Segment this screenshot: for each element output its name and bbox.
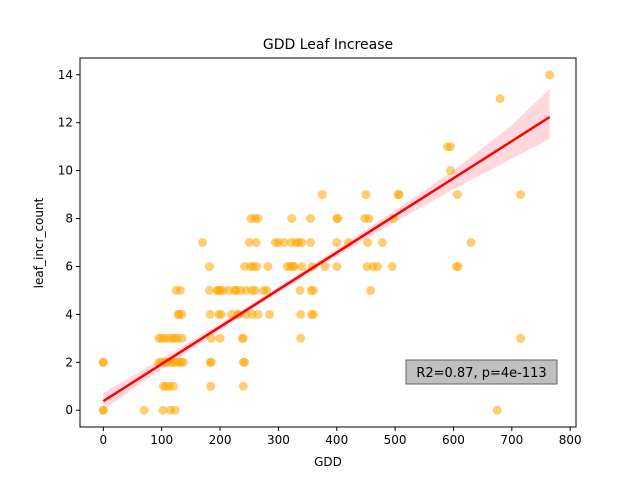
y-tick-label: 14	[58, 68, 73, 82]
data-point	[177, 333, 187, 343]
data-point	[205, 285, 214, 295]
data-point	[289, 262, 299, 271]
data-point	[295, 285, 305, 295]
data-point	[175, 285, 185, 295]
data-point	[205, 309, 215, 319]
regression-line	[102, 115, 551, 403]
data-point	[495, 94, 505, 104]
data-point	[244, 238, 254, 247]
regression-line-layer	[102, 115, 551, 403]
data-point	[306, 214, 315, 223]
x-tick-label: 400	[325, 433, 348, 447]
data-point	[253, 309, 263, 319]
data-point	[98, 405, 108, 415]
data-point	[215, 333, 225, 343]
data-point	[361, 190, 371, 200]
y-ticks: 0 2 4 6 8 10 12 14	[58, 68, 80, 417]
stat-annotation-box	[405, 359, 558, 385]
data-point	[394, 190, 404, 200]
data-point	[308, 285, 318, 295]
data-point	[446, 142, 455, 152]
data-point	[205, 262, 214, 271]
data-point	[238, 333, 248, 343]
x-tick-label: 800	[559, 433, 582, 447]
data-point	[466, 238, 476, 247]
data-point	[139, 405, 149, 415]
data-point	[279, 238, 289, 247]
data-point	[251, 238, 261, 247]
x-tick-label: 300	[267, 433, 290, 447]
data-point	[320, 262, 330, 271]
data-point	[332, 238, 342, 247]
y-tick-label: 12	[58, 116, 73, 130]
data-point	[545, 70, 555, 80]
data-point	[170, 405, 180, 415]
data-point	[363, 238, 373, 247]
data-point	[263, 262, 273, 271]
x-axis-label: GDD	[314, 455, 342, 469]
data-point	[177, 309, 187, 319]
data-point	[366, 285, 376, 295]
x-tick-label: 100	[150, 433, 173, 447]
data-point	[332, 262, 342, 271]
data-point	[252, 262, 262, 271]
plot-frame	[79, 57, 577, 428]
data-point	[206, 381, 216, 391]
data-point	[296, 309, 306, 319]
data-point	[453, 262, 463, 271]
data-point	[297, 238, 307, 247]
y-tick-label: 6	[65, 259, 73, 273]
chart-title: GDD Leaf Increase	[263, 37, 393, 53]
data-point	[446, 166, 455, 176]
data-point	[168, 381, 178, 391]
data-point	[216, 309, 226, 319]
data-point	[206, 333, 216, 343]
data-point	[333, 214, 343, 223]
data-point	[516, 333, 526, 343]
stat-annotation-text: R2=0.87, p=4e-113	[416, 366, 546, 381]
data-point	[377, 238, 387, 247]
y-tick-label: 0	[65, 403, 73, 417]
x-tick-label: 200	[209, 433, 232, 447]
data-point	[453, 190, 462, 200]
data-point	[158, 405, 168, 415]
data-point	[317, 190, 327, 200]
y-tick-label: 10	[58, 164, 73, 178]
y-tick-label: 4	[65, 307, 73, 321]
data-point	[262, 285, 272, 295]
y-tick-label: 2	[65, 355, 73, 369]
data-point	[306, 238, 315, 247]
data-point	[198, 238, 207, 247]
x-tick-label: 700	[500, 433, 523, 447]
data-point	[253, 214, 263, 223]
data-point	[296, 333, 306, 343]
data-point	[373, 262, 383, 271]
data-point	[297, 262, 307, 271]
y-tick-label: 8	[65, 212, 73, 226]
x-tick-label: 500	[384, 433, 407, 447]
data-point	[206, 357, 216, 367]
data-point	[387, 262, 397, 271]
data-point	[178, 357, 188, 367]
points-layer	[98, 70, 555, 415]
data-point	[98, 357, 108, 367]
data-point	[240, 357, 250, 367]
x-ticks: 0 100 200 300 400 500 600 700 800	[100, 427, 582, 447]
data-point	[308, 309, 318, 319]
stat-annotation: R2=0.87, p=4e-113	[405, 359, 558, 385]
data-point	[238, 381, 248, 391]
data-point	[250, 285, 260, 295]
data-point	[516, 190, 526, 200]
data-point	[265, 309, 275, 319]
data-point	[287, 214, 297, 223]
y-axis-label: leaf_incr_count	[32, 197, 46, 288]
data-point	[364, 214, 374, 223]
data-point	[492, 405, 502, 415]
x-tick-label: 0	[100, 433, 108, 447]
x-tick-label: 600	[442, 433, 465, 447]
